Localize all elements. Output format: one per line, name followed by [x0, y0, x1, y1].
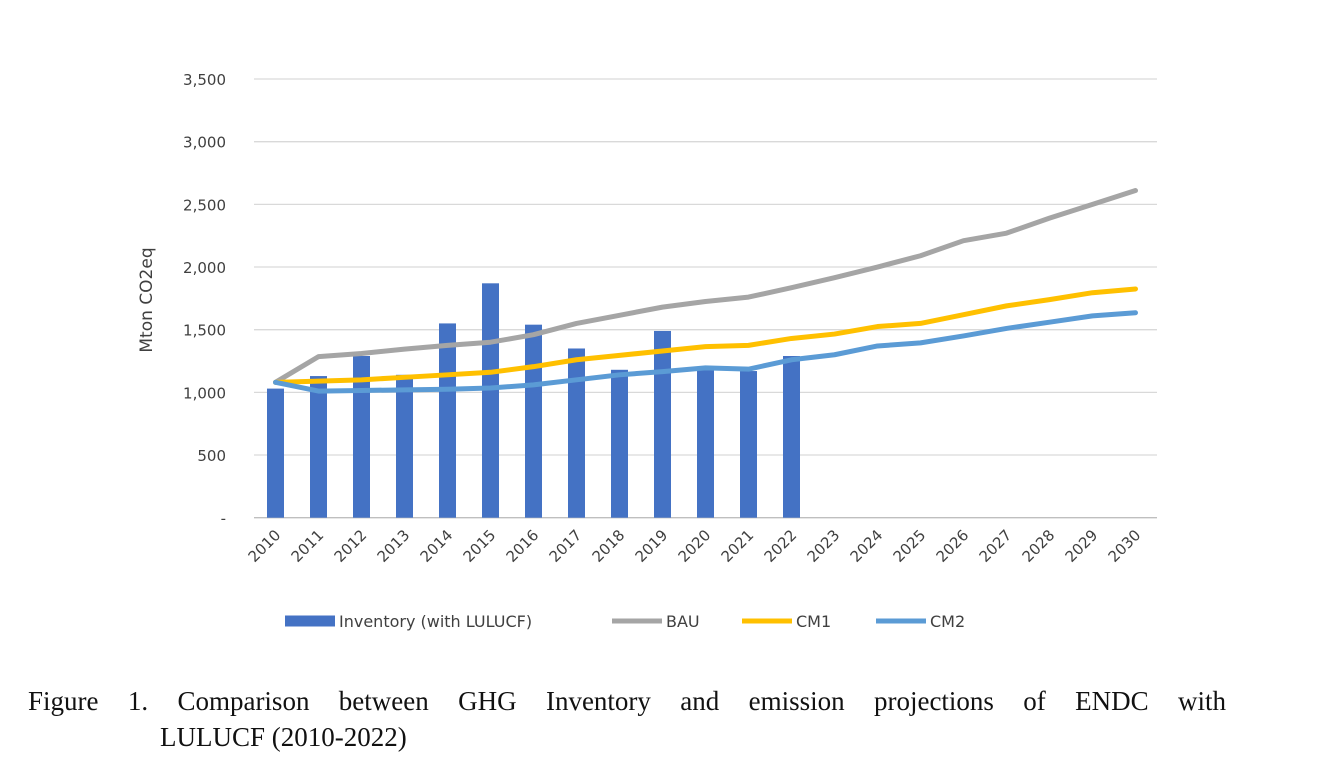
legend-swatch-cm2 — [876, 618, 926, 624]
x-tick-label: 2011 — [288, 526, 328, 566]
bar-2016 — [525, 324, 542, 518]
y-tick-label: - — [221, 510, 226, 528]
legend-swatch-bau — [612, 618, 662, 624]
legend-label: CM1 — [796, 612, 831, 631]
bar-2020 — [697, 369, 714, 518]
x-tick-label: 2012 — [331, 526, 371, 566]
y-tick-label: 3,500 — [183, 71, 226, 89]
caption-line-1: Figure 1. Comparison between GHG Invento… — [28, 686, 1226, 716]
legend-label: Inventory (with LULUCF) — [339, 612, 532, 631]
x-tick-label: 2029 — [1062, 526, 1102, 566]
x-tick-label: 2017 — [546, 526, 586, 566]
y-tick-label: 2,500 — [183, 196, 226, 214]
caption-line-2: LULUCF (2010-2022) — [160, 722, 407, 752]
legend-label: CM2 — [930, 612, 965, 631]
x-tick-label: 2010 — [245, 526, 285, 566]
line-series — [273, 188, 1138, 394]
bar-2014 — [439, 323, 456, 518]
y-tick-label: 500 — [197, 447, 226, 465]
bar-series — [267, 283, 800, 518]
x-tick-label: 2016 — [503, 526, 543, 566]
figure-caption: Figure 1. Comparison between GHG Invento… — [28, 683, 1268, 755]
legend-label: BAU — [666, 612, 700, 631]
y-tick-label: 1,000 — [183, 384, 226, 402]
line-cm2 — [273, 310, 1138, 394]
bar-2018 — [611, 369, 628, 518]
x-tick-label: 2023 — [804, 526, 844, 566]
x-tick-label: 2014 — [417, 526, 457, 566]
x-tick-label: 2013 — [374, 526, 414, 566]
bar-2021 — [740, 371, 757, 518]
x-tick-label: 2028 — [1019, 526, 1059, 566]
y-axis-ticks: - 500 1,000 1,500 2,000 2,500 3,000 3,500 — [183, 71, 226, 528]
x-tick-label: 2015 — [460, 526, 500, 566]
bar-2013 — [396, 374, 413, 518]
y-axis-label: Mton CO2eq — [137, 247, 157, 352]
y-tick-label: 2,000 — [183, 259, 226, 277]
x-tick-label: 2019 — [632, 526, 672, 566]
legend-swatch-inventory — [285, 615, 335, 627]
y-tick-label: 3,000 — [183, 134, 226, 152]
bar-2017 — [568, 348, 585, 518]
bar-2015 — [482, 283, 499, 518]
y-tick-label: 1,500 — [183, 322, 226, 340]
x-tick-label: 2024 — [847, 526, 887, 566]
bar-2019 — [654, 330, 671, 518]
x-tick-label: 2026 — [933, 526, 973, 566]
x-tick-label: 2027 — [976, 526, 1016, 566]
bar-2011 — [310, 376, 327, 518]
legend-swatch-cm1 — [742, 618, 792, 624]
x-tick-label: 2022 — [761, 526, 801, 566]
legend: Inventory (with LULUCF) BAU CM1 CM2 — [285, 612, 965, 631]
x-tick-label: 2021 — [718, 526, 758, 566]
chart: - 500 1,000 1,500 2,000 2,500 3,000 3,500 Mton … — [137, 71, 1157, 631]
x-tick-label: 2025 — [890, 526, 930, 566]
line-cm1 — [273, 286, 1138, 385]
x-tick-label: 2030 — [1105, 526, 1145, 566]
line-bau — [273, 188, 1138, 385]
x-tick-label: 2020 — [675, 526, 715, 566]
bar-2012 — [353, 356, 370, 518]
x-axis-ticks: 2010 2011 2012 2013 2014 2015 2016 2017 2018 2019… — [245, 526, 1145, 566]
bar-2010 — [267, 388, 284, 518]
bar-2022 — [783, 356, 800, 518]
x-tick-label: 2018 — [589, 526, 629, 566]
